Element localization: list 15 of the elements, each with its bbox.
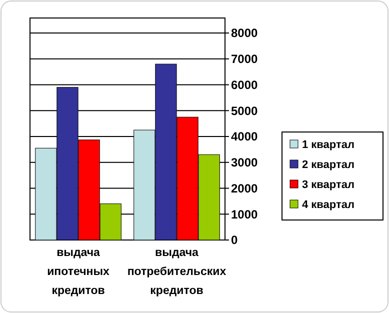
x-tick-label: выдача ипотечных кредитов	[47, 247, 110, 297]
legend-label: 3 квартал	[302, 178, 354, 191]
y-tick-label: 5000	[231, 104, 258, 118]
y-tick-label: 1000	[231, 207, 258, 222]
y-tick-label: 0	[231, 233, 238, 248]
legend-label: 4 квартал	[302, 198, 354, 211]
legend-label: 2 квартал	[302, 158, 354, 171]
y-tick-label: 8000	[231, 26, 258, 40]
y-tick-label: 6000	[231, 78, 258, 92]
y-tick-label: 4000	[231, 130, 258, 144]
legend-label: 1 квартал	[302, 138, 354, 151]
y-tick-label: 7000	[231, 52, 258, 66]
x-tick-label: выдача потребительских кредитов	[127, 247, 227, 297]
y-tick-label: 3000	[231, 156, 258, 170]
y-tick-label: 2000	[231, 181, 258, 196]
